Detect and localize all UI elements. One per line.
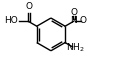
Text: O: O	[80, 16, 87, 25]
Text: HO: HO	[5, 16, 18, 25]
Text: O: O	[26, 2, 33, 11]
Text: O: O	[71, 8, 78, 17]
Text: N: N	[70, 16, 77, 25]
Text: NH$_2$: NH$_2$	[66, 41, 84, 54]
